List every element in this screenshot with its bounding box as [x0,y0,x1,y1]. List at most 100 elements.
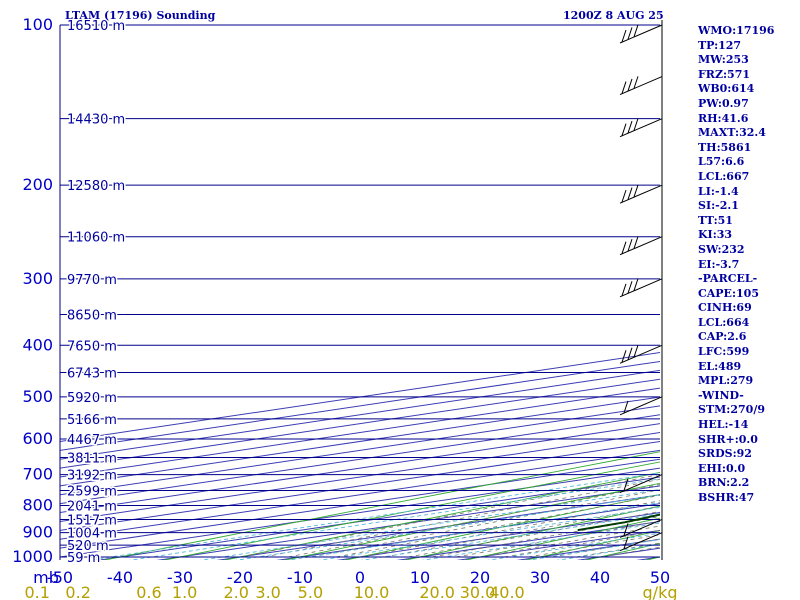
dry-adiabat-line [102,451,660,560]
wind-barb [619,532,663,552]
isotherm-line [60,414,660,505]
sounding-index-line: TP:127 [698,38,742,52]
height-label: 6743 m [67,367,117,382]
wind-barb-feather [633,344,639,358]
sounding-index-line: SW:232 [698,242,745,256]
height-label: 12580 m [67,179,125,194]
height-label: 3192 m [67,469,117,484]
sounding-index-line: LFC:599 [698,345,750,359]
wind-barb-feather [621,350,627,363]
wind-barb-feather [621,81,627,94]
wind-barb-feather [627,347,633,360]
wind-barb-feather [633,236,639,249]
wind-barb-staff [619,532,663,552]
sounding-index-line: BRN:2.2 [698,476,750,490]
pressure-tick-label: 800 [22,495,53,514]
temperature-tick-label: 20 [470,568,490,587]
chart-title-station: LTAM (17196) Sounding [65,9,216,22]
pressure-tick-label: 100 [22,15,53,34]
sounding-index-line: SI:-2.1 [698,199,739,213]
wind-barb-staff [619,396,663,416]
isotherm-line [60,378,660,469]
sounding-index-line: LCL:664 [698,315,750,329]
wind-barb-feather [627,78,633,92]
wind-barb-feather [633,24,639,37]
temperature-tick-label: 0 [355,568,365,587]
wind-barb-feather [621,123,627,136]
wind-barb-staff [619,184,663,204]
sounding-index-line: CINH:69 [698,301,752,315]
mixing-ratio-line [88,472,660,560]
sounding-index-line: FRZ:571 [698,67,751,81]
isotherm-line [60,467,660,558]
mixing-ratio-label: 0.2 [65,583,90,600]
wind-barb-staff [619,236,663,256]
sounding-index-line: L57:6.6 [698,155,745,169]
dry-adiabat-line [464,517,660,560]
pressure-tick-label: 200 [22,175,53,194]
isotherm-line [60,396,660,487]
isotherm-line [60,423,660,514]
wind-barb [619,396,663,416]
mixing-ratio-unit-label: g/kg [643,583,678,600]
mixing-ratio-label: 5.0 [298,583,323,600]
sounding-index-line: HEL:-14 [698,418,749,432]
wind-barb-feather [623,523,629,536]
sounding-index-line: SHR+:0.0 [698,432,758,446]
moist-adiabat-line [455,520,660,558]
chart-title-time: 1200Z 8 AUG 25 [563,9,664,22]
sounding-index-line: PW:0.97 [698,96,749,110]
wind-barb [619,474,663,494]
pressure-unit-label: mb [33,568,59,587]
wind-barb-feather [621,283,627,296]
temperature-tick-label: -30 [167,568,193,587]
temperature-tick-label: -40 [107,568,133,587]
mixing-ratio-label: 0.1 [25,583,50,600]
mixing-ratio-label: 40.0 [489,583,525,600]
isotherm-line [60,432,660,522]
isotherm-line [96,476,660,560]
wind-barb-staff [619,24,663,44]
height-label: 16510 m [67,19,125,34]
wind-barb [619,278,663,298]
sounding-index-line: -PARCEL- [698,272,758,286]
sounding-index-line: EI:-3.7 [698,257,740,271]
sounding-index-line: MW:253 [698,53,749,67]
mixing-ratio-label: 10.0 [354,583,390,600]
isotherm-line [60,458,660,549]
isotherm-line [60,449,660,540]
wind-barb-feather [621,29,627,43]
wind-barb-feather [621,189,627,203]
temperature-tick-label: 30 [530,568,550,587]
sounding-index-line: -WIND- [698,388,744,402]
pressure-tick-label: 600 [22,429,53,448]
height-label: 7650 m [67,339,117,354]
pressure-tick-label: 900 [22,523,53,542]
sounding-index-line: EHI:0.0 [698,461,746,475]
mixing-ratio-label: 3.0 [255,583,280,600]
wind-barb-staff [619,474,663,494]
wind-barb [619,344,663,364]
height-label: 3811 m [67,451,117,466]
wind-barb [619,76,663,96]
isotherm-line [156,485,660,560]
height-label: 5920 m [67,391,117,406]
isotherm-line [60,387,660,478]
sounding-index-line: SRDS:92 [698,447,752,461]
sounding-index-line: CAPE:105 [698,286,759,300]
isotherm-line [60,369,660,460]
mixing-ratio-label: 0.6 [136,583,161,600]
wind-barb [619,118,663,138]
sounding-index-line: STM:270/9 [698,403,765,417]
temperature-tick-label: 50 [650,568,670,587]
height-label: 2041 m [67,499,117,514]
temperature-tick-label: -20 [227,568,253,587]
wind-barb-staff [619,278,663,298]
temperature-tick-label: 10 [410,568,430,587]
wind-barbs [619,20,663,560]
wind-barb [619,184,663,204]
pressure-tick-label: 500 [22,387,53,406]
height-label: 9770 m [67,273,117,288]
isotherm-line [60,440,660,531]
